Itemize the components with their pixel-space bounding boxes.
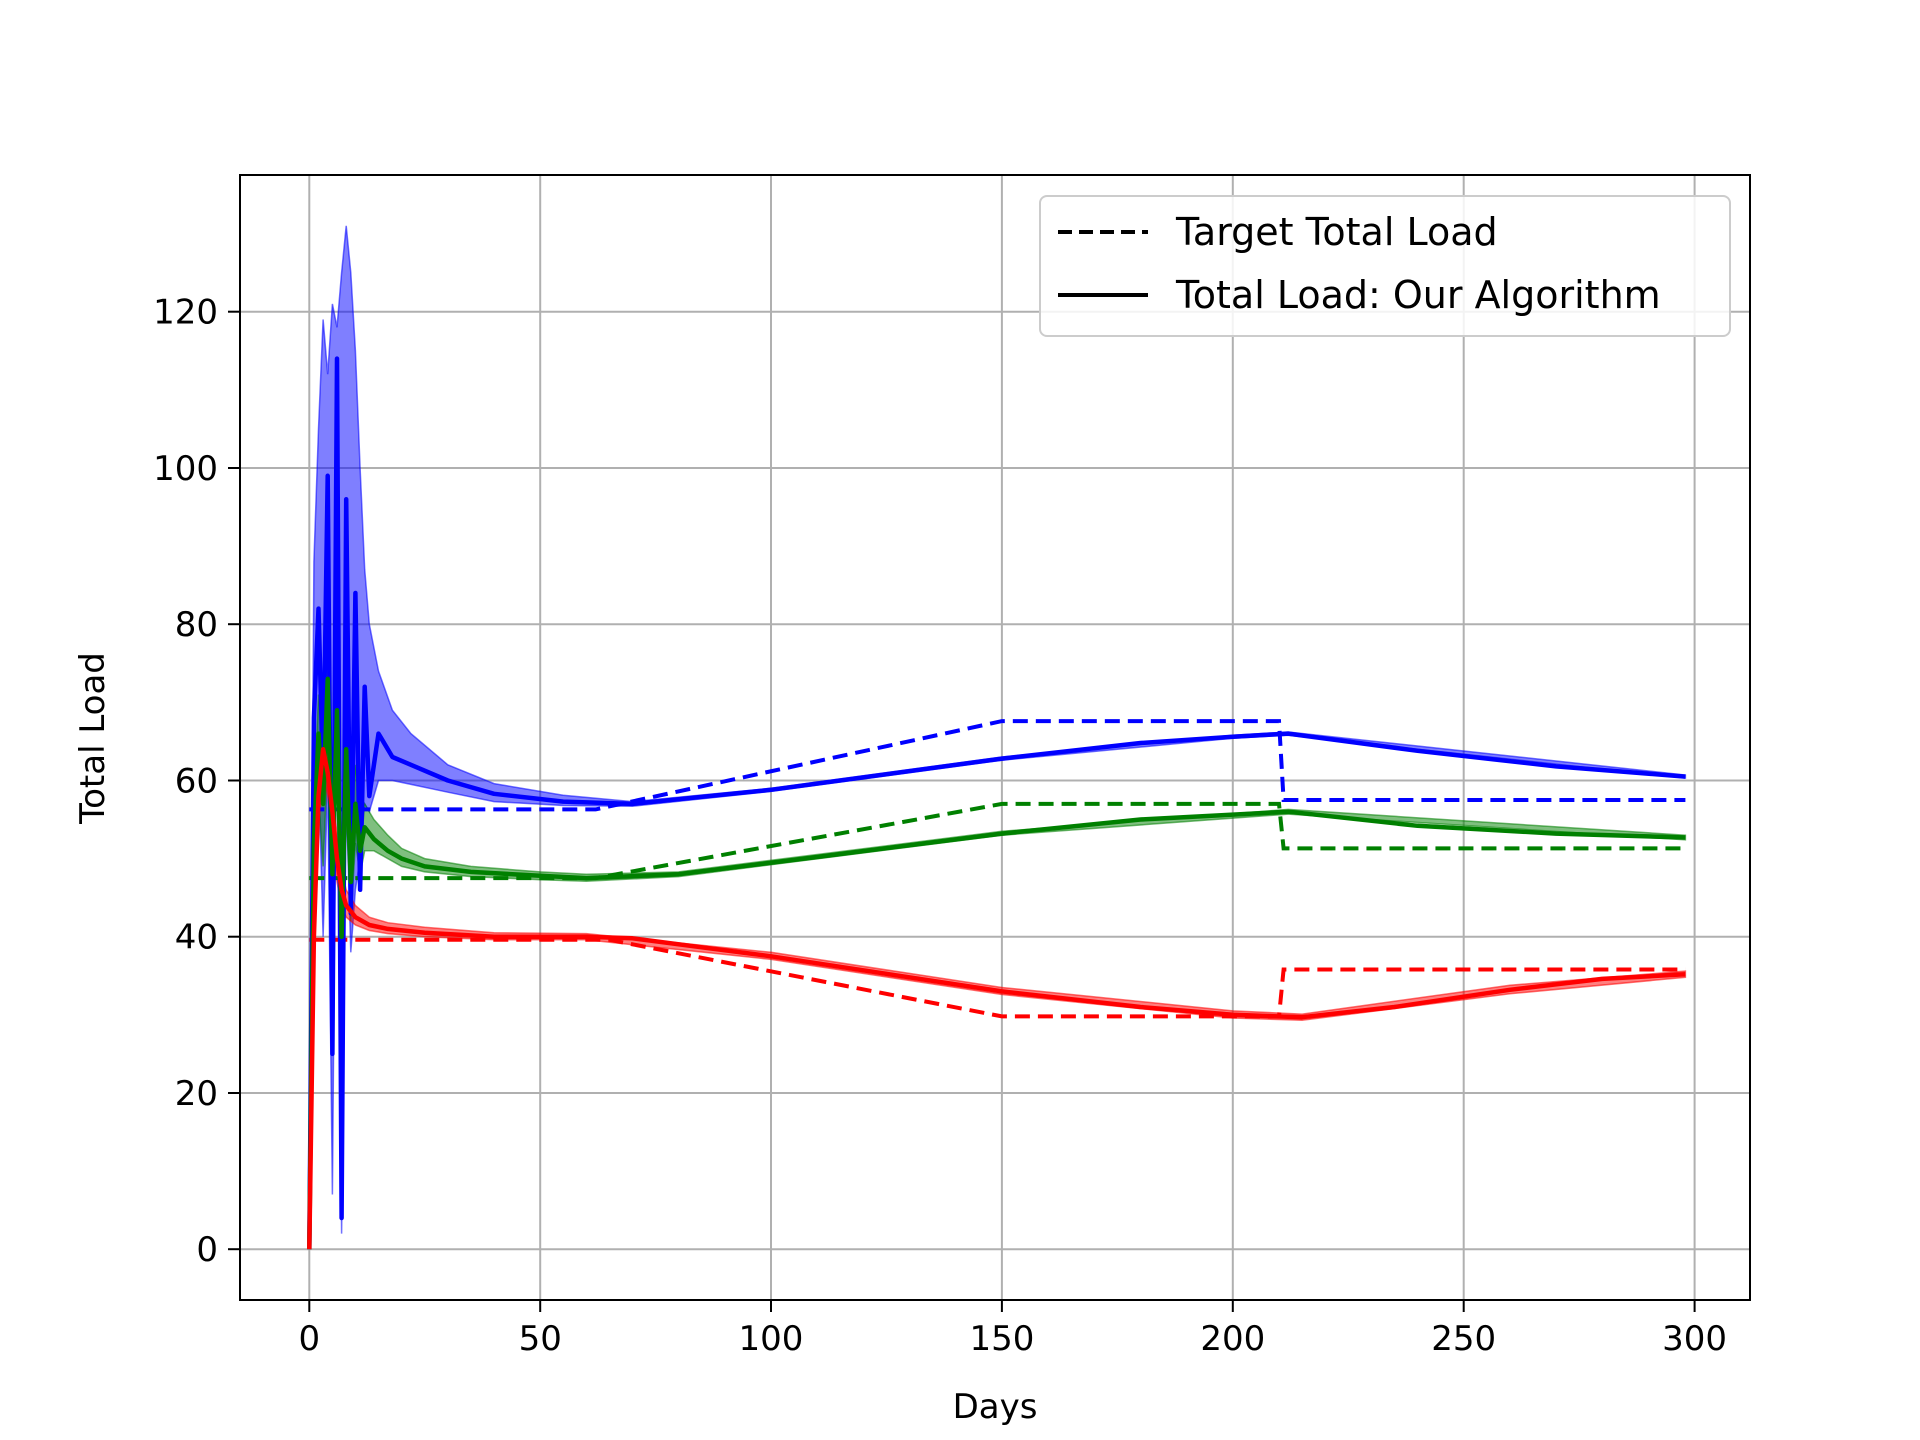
y-tick-label-2: 40	[175, 918, 218, 958]
legend-box	[1039, 195, 1731, 337]
y-tick-label-4: 80	[175, 605, 218, 645]
y-tick-label-5: 100	[153, 449, 218, 489]
y-axis: 0 20 40 60 80 100 120	[153, 293, 240, 1270]
target-line-series-0	[309, 719, 1686, 812]
x-tick-label-5: 250	[1431, 1319, 1496, 1359]
x-axis: 0 50 100 150 200 250 300	[298, 1300, 1727, 1359]
plot-frame	[239, 174, 1751, 1301]
x-tick-label-0: 0	[298, 1319, 320, 1359]
y-axis-label: Total Load	[73, 652, 113, 825]
legend-label-load: Total Load: Our Algorithm	[1175, 273, 1661, 317]
x-tick-label-4: 200	[1200, 1319, 1265, 1359]
y-tick-label-1: 20	[175, 1074, 218, 1114]
x-tick-label-3: 150	[969, 1319, 1034, 1359]
y-tick-label-0: 0	[196, 1230, 218, 1270]
legend-label-target: Target Total Load	[1175, 210, 1498, 254]
y-tick-label-3: 60	[175, 762, 218, 802]
legend: Target Total Load Total Load: Our Algori…	[1039, 195, 1731, 337]
x-axis-label: Days	[953, 1387, 1038, 1427]
load-line-series-2	[307, 746, 1686, 1250]
y-tick-label-6: 120	[153, 293, 218, 333]
x-tick-label-6: 300	[1662, 1319, 1727, 1359]
x-tick-label-2: 100	[739, 1319, 804, 1359]
load-lines	[307, 356, 1686, 1250]
grid-lines	[240, 175, 1750, 1300]
x-tick-label-1: 50	[519, 1319, 562, 1359]
target-line-series-2	[309, 937, 1686, 1019]
